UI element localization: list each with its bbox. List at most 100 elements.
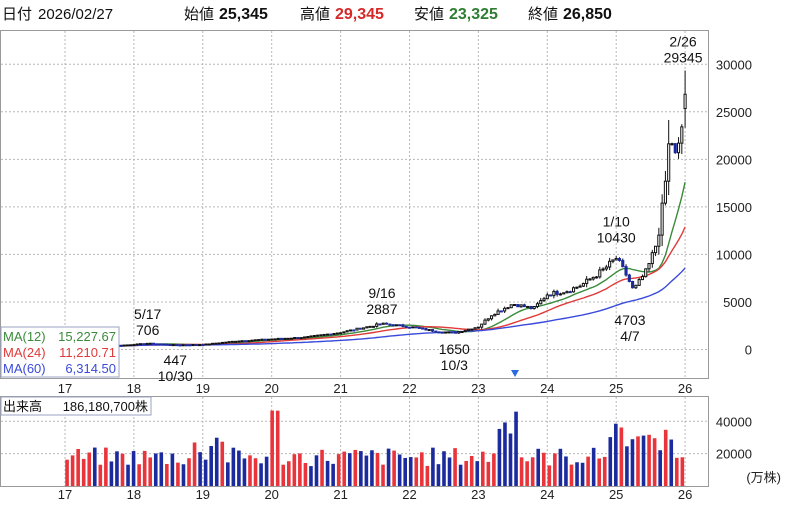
annotation-label: 447 (164, 352, 188, 368)
candle-body (181, 344, 185, 347)
candle-body (447, 331, 451, 334)
candle-body (411, 326, 415, 329)
volume-bar (65, 459, 69, 486)
volume-bar (70, 455, 75, 486)
volume-bar (497, 428, 502, 486)
volume-bar (226, 462, 230, 486)
annotation-label: 10430 (597, 229, 636, 245)
volume-bar (181, 464, 186, 486)
candle-body (480, 323, 484, 328)
volume-bar (170, 453, 175, 486)
candle-body (601, 268, 605, 271)
candle-body (637, 279, 641, 286)
volume-bar (397, 454, 402, 486)
candle-body (122, 344, 126, 347)
candle-body (325, 333, 330, 336)
candle-body (437, 331, 441, 334)
candle-body (526, 305, 530, 308)
volume-bar (325, 460, 330, 486)
volume-bar (486, 461, 491, 486)
candle-body (473, 327, 477, 330)
candle-body (152, 342, 156, 345)
volume-bar (142, 450, 147, 486)
candle-body (486, 318, 490, 321)
volume-bar (165, 463, 169, 486)
volume-bar (480, 451, 485, 486)
annotation-label: 4703 (614, 312, 645, 328)
volume-x-tick-label: 20 (264, 487, 278, 502)
candle-body (358, 327, 362, 330)
volume-bar (508, 433, 513, 486)
candle-body (499, 310, 503, 313)
volume-bar (475, 461, 480, 486)
candle-body (345, 330, 349, 333)
candle-body (220, 341, 225, 344)
volume-bar (636, 436, 640, 486)
volume-bar (303, 462, 308, 486)
candle-body (470, 328, 474, 331)
candle-body (384, 322, 389, 325)
volume-bar (436, 464, 441, 486)
volume-title-label: 出来高 (3, 399, 42, 414)
candle-body (414, 326, 418, 329)
volume-x-tick-label: 19 (196, 487, 210, 502)
price-x-tick-label: 26 (678, 381, 692, 396)
candle-body (535, 303, 540, 307)
candle-body (279, 337, 284, 340)
candle-body (440, 331, 444, 334)
price-y-axis: 30000 25000 20000 15000 10000 5000 0 (716, 57, 752, 357)
candle-body (332, 333, 336, 336)
candle-body (129, 344, 133, 347)
volume-bar (558, 448, 563, 486)
volume-bar (403, 457, 407, 486)
volume-bar (442, 451, 446, 486)
quote-header: 日付 2026/02/27 始値 25,345 高値 29,345 安値 23,… (0, 0, 785, 30)
volume-bar (564, 456, 568, 486)
candle-body (430, 329, 435, 332)
candle-body (240, 340, 244, 343)
volume-bar (336, 454, 341, 486)
candle-body (624, 266, 628, 276)
price-x-axis: 17 18 19 20 21 22 23 24 25 26 (58, 381, 693, 396)
candle-body (283, 337, 287, 340)
volume-bar (619, 427, 624, 486)
candle-body (309, 335, 313, 338)
candle-body (247, 340, 251, 343)
candle-body (578, 285, 582, 288)
candle-body (234, 340, 238, 343)
price-x-tick-label: 22 (402, 381, 416, 396)
volume-bar (242, 458, 247, 486)
volume-bar (370, 450, 374, 486)
volume-x-tick-label: 22 (402, 487, 416, 502)
volume-bar (680, 457, 685, 486)
candle-body (476, 326, 480, 329)
candle-body (565, 291, 569, 294)
candle-body (299, 337, 303, 340)
open-value: 25,345 (219, 6, 268, 23)
volume-bar (148, 457, 153, 486)
candle-body (253, 339, 257, 342)
volume-bar (347, 453, 352, 486)
candle-body (417, 326, 421, 329)
volume-bar (408, 457, 413, 486)
candle-body (591, 276, 595, 280)
volume-x-tick-label: 26 (678, 487, 692, 502)
candle-body (211, 342, 215, 345)
candle-body (519, 304, 523, 308)
volume-bar (597, 458, 601, 486)
volume-bar (381, 464, 385, 486)
volume-bar (331, 463, 335, 486)
volume-bar (237, 450, 241, 486)
candle-body (148, 342, 152, 345)
volume-bar (87, 452, 92, 486)
volume-bar (187, 458, 191, 486)
candle-body (260, 338, 264, 341)
volume-bar (209, 446, 213, 486)
candle-body (401, 324, 405, 327)
volume-x-tick-label: 17 (58, 487, 72, 502)
volume-bar (503, 422, 507, 486)
annotation-label: 29345 (664, 50, 703, 66)
volume-bar (652, 438, 657, 486)
candle-body (496, 310, 500, 315)
